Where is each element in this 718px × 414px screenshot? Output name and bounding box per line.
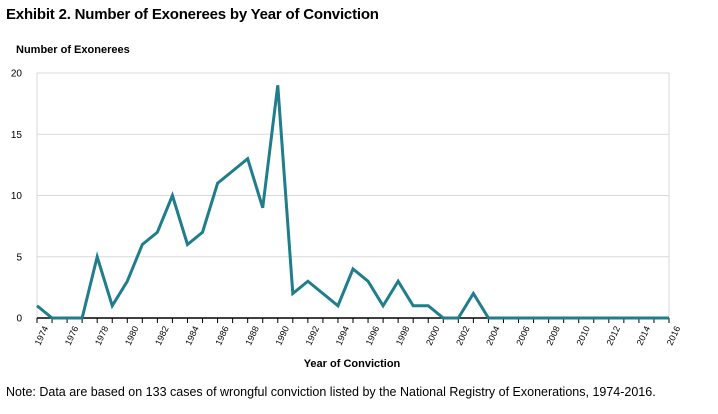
y-tick-label: 10	[11, 191, 23, 202]
x-tick-label: 1978	[93, 324, 111, 346]
axes	[36, 73, 670, 323]
x-tick-label: 1988	[243, 324, 261, 346]
series-line	[36, 85, 669, 320]
x-tick-label: 2016	[665, 324, 683, 346]
x-tick-label: 1992	[304, 324, 322, 346]
x-tick-label: 2012	[605, 324, 623, 346]
x-tick-label: 1974	[33, 324, 51, 346]
x-tick-label: 1996	[364, 324, 382, 346]
y-tick-labels: 0 5 10 15 20	[11, 69, 23, 325]
x-tick-label: 1976	[63, 324, 81, 346]
y-tick-label: 20	[11, 69, 23, 80]
x-tick-label: 1980	[123, 324, 141, 346]
x-tick-labels: 1974 1976 1978 1980 1982 1984 1986 1988 1990 1992…	[33, 324, 683, 346]
x-tick-label: 2004	[484, 324, 502, 346]
x-axis-label: Year of Conviction	[304, 358, 401, 370]
x-tick-label: 1986	[213, 324, 231, 346]
x-tick-label: 2002	[454, 324, 472, 346]
y-tick-label: 15	[11, 130, 23, 141]
x-tick-label: 1982	[153, 324, 171, 346]
x-tick-label: 2006	[514, 324, 532, 346]
x-tick-label: 2000	[424, 324, 442, 346]
x-tick-label: 2014	[635, 324, 653, 346]
y-axis-label: Number of Exonerees	[16, 44, 130, 56]
chart-title: Exhibit 2. Number of Exonerees by Year o…	[6, 6, 379, 23]
y-tick-label: 0	[16, 314, 22, 325]
x-tick-label: 1990	[274, 324, 292, 346]
gridlines	[37, 72, 669, 258]
footnote: Note: Data are based on 133 cases of wro…	[6, 385, 656, 399]
x-tick-label: 1984	[183, 324, 201, 346]
y-tick-label: 5	[16, 252, 22, 263]
line-chart: 0 5 10 15 20 1974 1976 1978 1980 1982 1984 1986 198…	[11, 69, 683, 371]
x-tick-label: 2010	[574, 324, 592, 346]
series	[36, 85, 670, 320]
x-tick-label: 1998	[394, 324, 412, 346]
x-tick-label: 2008	[544, 324, 562, 346]
x-tick-label: 1994	[334, 324, 352, 346]
